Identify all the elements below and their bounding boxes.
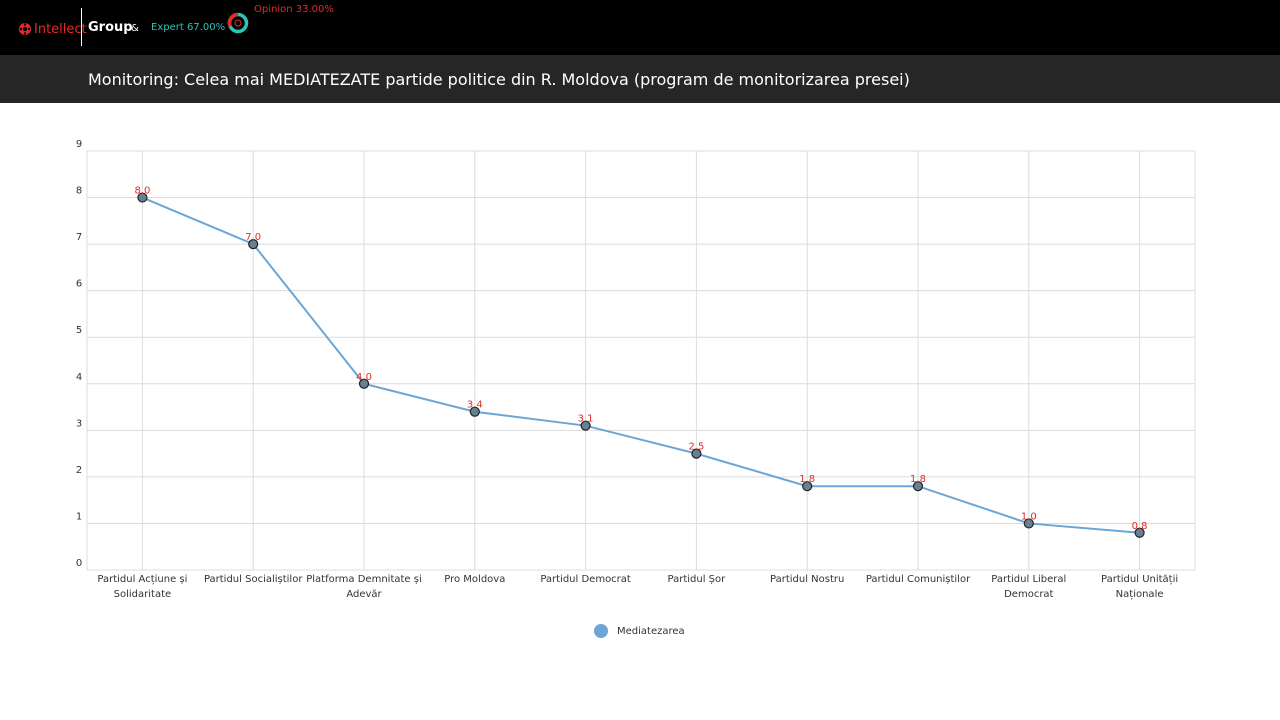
data-label: 3.4 bbox=[467, 400, 483, 411]
data-label: 1.0 bbox=[1021, 511, 1037, 522]
data-point bbox=[137, 192, 148, 203]
x-tick-label: Solidaritate bbox=[114, 589, 172, 600]
y-tick-label: 3 bbox=[76, 418, 82, 429]
y-tick-label: 4 bbox=[76, 372, 82, 383]
data-point bbox=[802, 481, 813, 492]
x-tick-label: Platforma Demnitate și bbox=[306, 574, 421, 585]
y-tick-label: 8 bbox=[76, 186, 82, 197]
logo-mark-icon bbox=[19, 23, 31, 35]
data-point bbox=[469, 406, 480, 417]
y-tick-label: 5 bbox=[76, 325, 82, 336]
data-point bbox=[580, 420, 591, 431]
ampersand: & bbox=[131, 23, 139, 34]
data-label: 3.1 bbox=[578, 414, 594, 425]
data-point bbox=[691, 448, 702, 459]
line-chart: 0 1 2 3 4 5 6 7 8 9 Partidul Acțiune și Solidaritat… bbox=[76, 139, 1196, 600]
x-tick-label: Partidul Socialiștilor bbox=[204, 574, 303, 585]
data-label: 1.8 bbox=[910, 474, 926, 485]
expert-share-label: Expert 67.00% bbox=[151, 22, 226, 33]
x-tick-label: Democrat bbox=[1004, 589, 1053, 600]
chart-legend[interactable]: Mediatezarea bbox=[594, 624, 685, 638]
data-label: 7.0 bbox=[245, 232, 261, 243]
legend-label: Mediatezarea bbox=[617, 625, 685, 637]
logo-word: Intellect bbox=[34, 21, 87, 37]
x-tick-label: Partidul Democrat bbox=[540, 574, 631, 585]
data-point bbox=[358, 378, 370, 389]
series-line bbox=[142, 196, 1140, 534]
data-label: 0.8 bbox=[1132, 521, 1148, 532]
data-point bbox=[1023, 518, 1034, 529]
data-label: 2.5 bbox=[688, 442, 704, 453]
x-tick-label: Partidul Șor bbox=[668, 574, 727, 585]
opinion-share-label: Opinion 33.00% bbox=[254, 4, 334, 15]
page-title: Monitoring: Celea mai MEDIATEZATE partid… bbox=[88, 70, 910, 89]
y-tick-label: 6 bbox=[76, 279, 82, 290]
logo-group-text: Group bbox=[88, 20, 133, 35]
logo[interactable]: Intellect bbox=[18, 20, 87, 38]
data-point bbox=[1134, 527, 1145, 538]
top-bar: Intellect Group & Expert 67.00% Opinion … bbox=[0, 0, 1280, 55]
data-label: 8.0 bbox=[134, 186, 150, 197]
x-tick-label: Naționale bbox=[1116, 589, 1164, 600]
x-tick-label: Partidul Liberal bbox=[991, 574, 1066, 585]
y-tick-label: 7 bbox=[76, 232, 82, 243]
x-tick-label: Partidul Comuniștilor bbox=[866, 574, 971, 585]
x-tick-label: Partidul Nostru bbox=[770, 574, 844, 585]
data-label: 1.8 bbox=[799, 474, 815, 485]
x-tick-label: Partidul Acțiune și bbox=[97, 574, 187, 585]
y-tick-label: 9 bbox=[76, 139, 82, 150]
y-tick-label: 1 bbox=[76, 511, 82, 522]
data-label: 4.0 bbox=[356, 372, 372, 383]
data-point bbox=[912, 481, 924, 492]
data-point bbox=[248, 239, 259, 250]
x-tick-label: Partidul Unității bbox=[1101, 574, 1178, 585]
logo-divider bbox=[81, 8, 82, 46]
title-bar bbox=[0, 55, 1280, 103]
x-tick-label: Adevăr bbox=[346, 589, 382, 600]
expert-opinion-donut-icon bbox=[227, 12, 249, 34]
legend-marker bbox=[594, 624, 608, 638]
y-tick-label: 2 bbox=[76, 465, 82, 476]
x-tick-label: Pro Moldova bbox=[444, 574, 505, 585]
y-tick-label: 0 bbox=[76, 558, 82, 569]
